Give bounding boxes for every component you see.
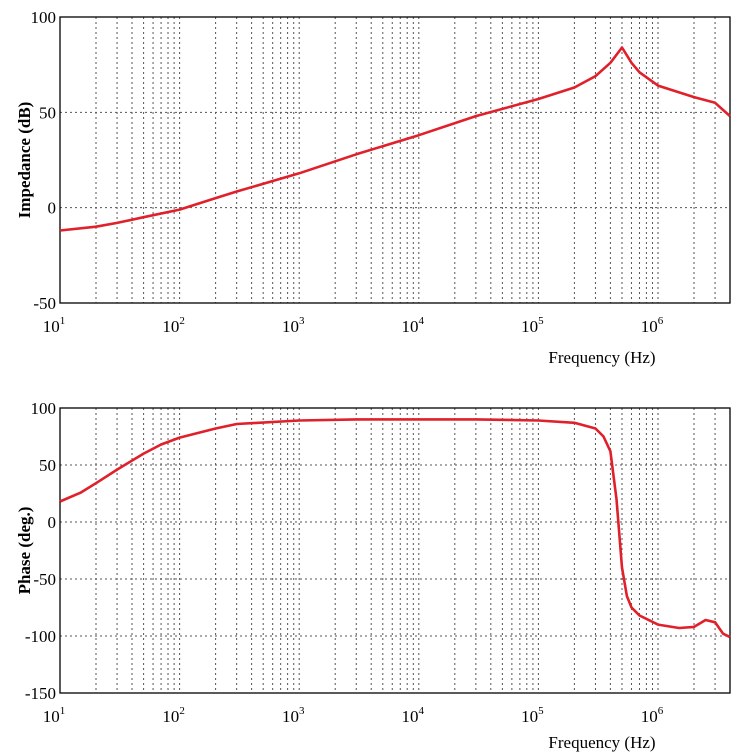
y-tick-label: 100 xyxy=(31,8,57,27)
impedance-chart: -50 0 50 100 101 102 103 104 105 106 Frequency (Hz… xyxy=(15,8,731,367)
x-tick-label: 104 xyxy=(402,315,425,336)
impedance-plot-frame xyxy=(59,16,731,304)
impedance-x-axis-label: Frequency (Hz) xyxy=(548,348,655,367)
impedance-vertical-gridlines xyxy=(95,17,716,303)
y-tick-label: 0 xyxy=(48,199,57,218)
x-tick-label: 101 xyxy=(43,705,66,726)
x-tick-label: 103 xyxy=(282,705,305,726)
x-tick-label: 103 xyxy=(282,315,305,336)
phase-series-line xyxy=(59,418,731,639)
impedance-horizontal-gridlines xyxy=(60,111,730,209)
phase-plot-frame xyxy=(59,407,731,694)
x-tick-label: 105 xyxy=(521,315,544,336)
y-tick-label: -50 xyxy=(33,570,56,589)
x-tick-label: 101 xyxy=(43,315,66,336)
impedance-series-line xyxy=(59,46,731,232)
y-tick-label: 50 xyxy=(39,103,56,122)
y-tick-label: -100 xyxy=(25,627,56,646)
impedance-y-axis-label: Impedance (dB) xyxy=(15,102,34,219)
x-tick-label: 104 xyxy=(402,705,425,726)
x-tick-label: 105 xyxy=(521,705,544,726)
phase-horizontal-gridlines xyxy=(60,464,730,637)
phase-x-axis-label: Frequency (Hz) xyxy=(548,733,655,752)
x-tick-label: 106 xyxy=(641,705,664,726)
y-tick-label: 100 xyxy=(31,399,57,418)
x-tick-label: 106 xyxy=(641,315,664,336)
y-tick-label: 50 xyxy=(39,456,56,475)
y-tick-label: -150 xyxy=(25,684,56,703)
x-tick-label: 102 xyxy=(162,705,185,726)
x-tick-label: 102 xyxy=(162,315,185,336)
y-tick-label: -50 xyxy=(33,294,56,313)
phase-chart: -150 -100 -50 0 50 100 101 102 103 104 105 106 Frequ… xyxy=(15,399,731,752)
phase-vertical-gridlines xyxy=(95,408,716,693)
y-tick-label: 0 xyxy=(48,513,57,532)
phase-y-axis-label: Phase (deg.) xyxy=(15,507,34,595)
